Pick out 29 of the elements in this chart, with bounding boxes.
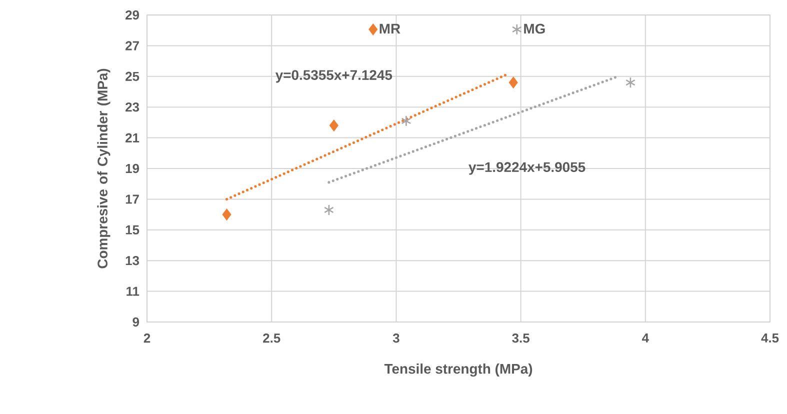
x-axis-title: Tensile strength (MPa) — [384, 364, 532, 377]
legend-label: MG — [524, 24, 545, 34]
y-tick-label: 29 — [126, 10, 139, 20]
y-axis-title: Compresive of Cylinder (MPa) — [97, 68, 110, 268]
x-tick-label: 4.5 — [761, 334, 779, 343]
x-tick-label: 2.5 — [263, 334, 280, 343]
y-tick-label: 9 — [132, 317, 140, 327]
x-tick-label: 2 — [144, 334, 150, 343]
annotation: y=1.9224x+5.9055 — [468, 162, 586, 175]
y-tick-label: 25 — [126, 72, 140, 81]
annotation: y=0.5355x+7.1245 — [275, 70, 392, 83]
y-tick-label: 17 — [126, 194, 139, 204]
point — [625, 76, 636, 88]
y-tick-label: 11 — [126, 286, 140, 296]
y-tick-label: 15 — [126, 225, 140, 234]
y-tick-label: 23 — [126, 102, 140, 112]
y-tick-label: 13 — [126, 256, 140, 266]
y-tick-label: 27 — [126, 41, 139, 50]
point — [508, 76, 518, 88]
point — [330, 120, 338, 132]
point — [222, 208, 232, 220]
point — [401, 115, 412, 127]
point — [324, 204, 334, 216]
x-tick-label: 4 — [642, 334, 649, 342]
legend-label: MR — [380, 24, 400, 34]
x-tick-label: 3 — [392, 334, 400, 343]
y-tick-label: 19 — [126, 164, 139, 174]
y-tick-label: 21 — [126, 133, 140, 142]
x-tick-label: 3.5 — [512, 334, 530, 343]
